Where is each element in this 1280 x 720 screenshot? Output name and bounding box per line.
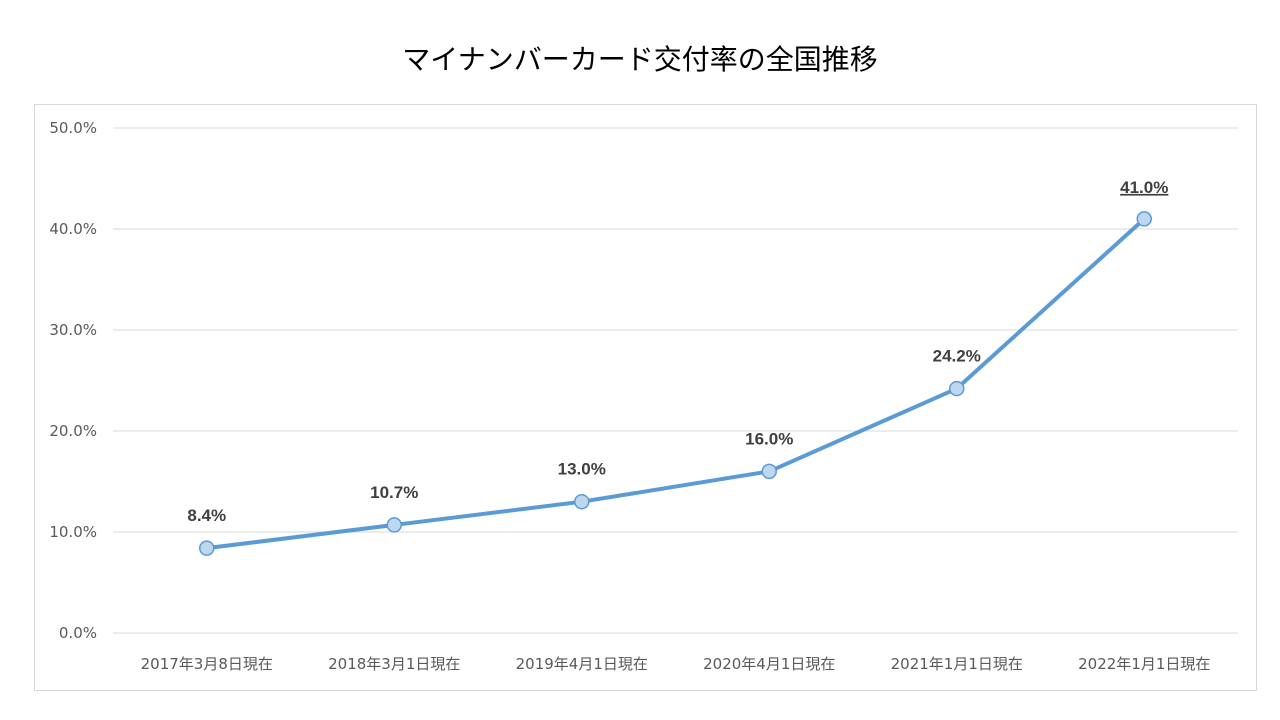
y-tick-label: 10.0%	[49, 523, 97, 541]
data-point-marker	[574, 493, 590, 510]
chart-title: マイナンバーカード交付率の全国推移	[402, 43, 878, 76]
data-label: 24.2%	[933, 347, 981, 366]
data-point-marker	[386, 517, 402, 533]
plot-area-frame	[34, 104, 1257, 691]
data-point-marker	[949, 380, 965, 397]
x-tick-label: 2018年3月1日現在	[328, 655, 460, 673]
highlighted-data-label: 41.0%	[1120, 178, 1168, 197]
x-tick-label: 2019年4月1日現在	[516, 655, 648, 673]
x-tick-label: 2021年1月1日現在	[891, 655, 1023, 673]
y-tick-label: 40.0%	[49, 220, 97, 238]
series-line	[204, 216, 1147, 551]
data-label: 8.4%	[187, 506, 226, 525]
x-tick-label: 2020年4月1日現在	[703, 655, 835, 673]
x-tick-label: 2022年1月1日現在	[1078, 655, 1210, 673]
data-point-marker	[761, 463, 777, 480]
data-label: 13.0%	[558, 460, 606, 479]
data-point-marker	[199, 540, 215, 556]
y-tick-label: 20.0%	[49, 422, 97, 440]
y-tick-label: 30.0%	[49, 321, 97, 339]
x-tick-label: 2017年3月8日現在	[141, 655, 273, 673]
data-point-marker	[1136, 211, 1152, 227]
y-tick-label: 0.0%	[59, 624, 97, 642]
y-tick-label: 50.0%	[49, 119, 97, 137]
data-label: 16.0%	[745, 429, 793, 448]
data-label: 10.7%	[370, 483, 418, 502]
